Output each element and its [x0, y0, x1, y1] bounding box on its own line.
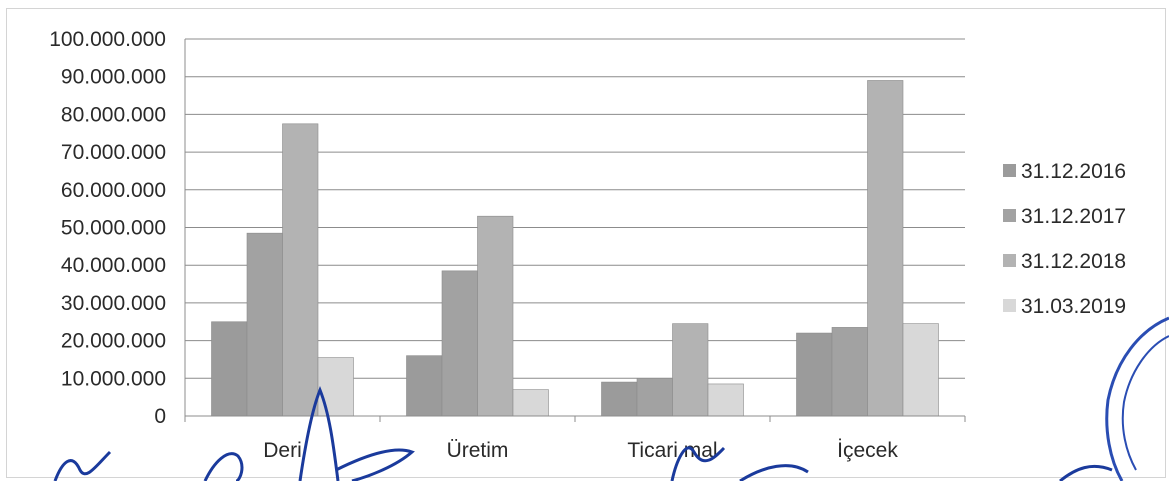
- y-tick-label: 90.000.000: [61, 66, 166, 89]
- legend-swatch: [1003, 254, 1016, 267]
- bar: [831, 327, 868, 417]
- y-tick-label: 60.000.000: [61, 179, 166, 202]
- y-tick-label: 100.000.000: [49, 28, 166, 51]
- legend-swatch: [1003, 299, 1016, 312]
- bar: [211, 321, 248, 417]
- bar: [441, 270, 478, 417]
- bar: [246, 232, 283, 417]
- x-tick-label: İçecek: [837, 439, 898, 462]
- y-tick-label: 70.000.000: [61, 141, 166, 164]
- y-tick-label: 40.000.000: [61, 254, 166, 277]
- bar: [636, 377, 673, 417]
- bar: [601, 381, 638, 417]
- bar: [902, 323, 939, 417]
- bar: [317, 357, 354, 417]
- x-tick-label: Ticari mal: [627, 439, 717, 462]
- bar: [707, 383, 744, 417]
- y-tick-label: 80.000.000: [61, 103, 166, 126]
- y-tick-label: 0: [154, 405, 166, 428]
- signature-and-stamp: [53, 316, 1169, 481]
- legend-label: 31.12.2018: [1021, 250, 1126, 273]
- legend-swatch: [1003, 164, 1016, 177]
- chart-frame: [6, 8, 1166, 478]
- y-tick-label: 50.000.000: [61, 217, 166, 240]
- y-tick-label: 10.000.000: [61, 367, 166, 390]
- y-tick-label: 20.000.000: [61, 330, 166, 353]
- legend-label: 31.03.2019: [1021, 295, 1126, 318]
- x-tick-label: Üretim: [447, 439, 509, 462]
- bar: [512, 389, 549, 417]
- bar: [282, 123, 319, 417]
- legend: 31.12.2016 31.12.2017 31.12.2018 31.03.2019: [1003, 160, 1126, 318]
- x-tick-label: Deri: [263, 439, 302, 462]
- bar: [672, 323, 709, 417]
- bars: [211, 80, 939, 417]
- bar: [477, 215, 514, 417]
- y-axis: 0 10.000.000 20.000.000 30.000.000 40.000.00…: [49, 28, 186, 428]
- x-axis: Deri Üretim Ticari mal İçecek: [184, 415, 966, 462]
- legend-label: 31.12.2016: [1021, 160, 1126, 183]
- bar: [867, 80, 904, 417]
- legend-swatch: [1003, 209, 1016, 222]
- y-tick-label: 30.000.000: [61, 292, 166, 315]
- legend-label: 31.12.2017: [1021, 205, 1126, 228]
- bar: [406, 355, 443, 417]
- bar: [796, 332, 833, 417]
